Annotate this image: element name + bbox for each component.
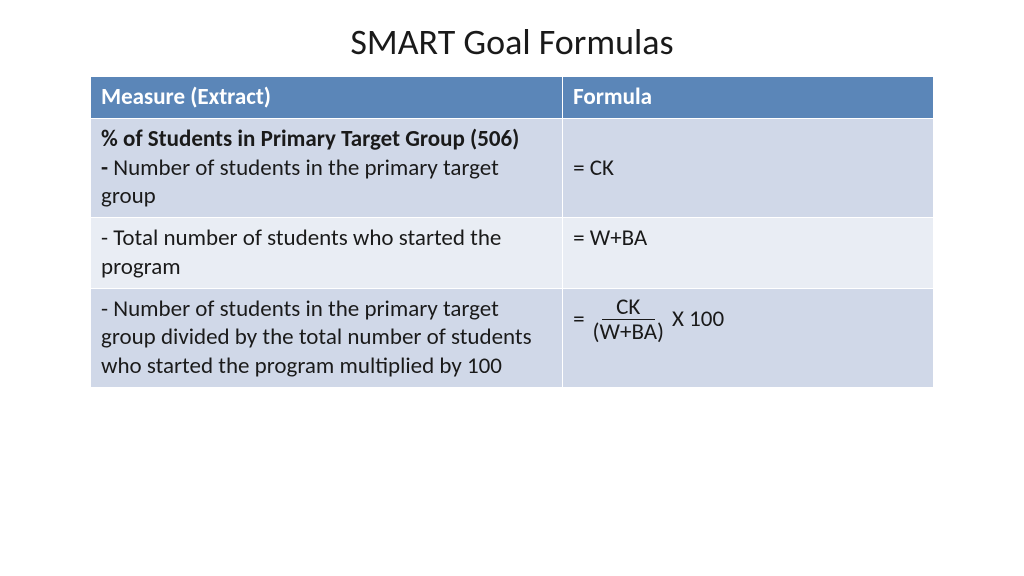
formula-suffix: X 100 [672, 305, 724, 334]
measure-dash: - [101, 154, 113, 182]
fraction-denominator: (W+BA) [591, 320, 666, 344]
formula-cell: = W+BA [563, 218, 934, 289]
table-header-row: Measure (Extract) Formula [91, 77, 934, 119]
measure-text: - Total number of students who started t… [101, 224, 501, 281]
table-row: % of Students in Primary Target Group (5… [91, 118, 934, 217]
table-row: - Number of students in the primary targ… [91, 288, 934, 387]
measure-cell: - Total number of students who started t… [91, 218, 563, 289]
formula-fraction: = CK (W+BA) X 100 [573, 295, 724, 344]
formula-cell: = CK [563, 118, 934, 217]
measure-text: - Number of students in the primary targ… [101, 295, 532, 381]
fraction: CK (W+BA) [591, 295, 666, 344]
page-title: SMART Goal Formulas [90, 20, 934, 64]
col-header-formula: Formula [563, 77, 934, 119]
col-header-measure: Measure (Extract) [91, 77, 563, 119]
table-row: - Total number of students who started t… [91, 218, 934, 289]
formula-eq: = [573, 305, 584, 334]
formula-cell: = CK (W+BA) X 100 [563, 288, 934, 387]
measure-text: Number of students in the primary target… [101, 154, 499, 211]
measure-bold: % of Students in Primary Target Group (5… [101, 125, 519, 153]
fraction-numerator: CK [602, 295, 655, 320]
formula-text: = CK [573, 154, 614, 182]
formula-text: = W+BA [573, 224, 647, 252]
formula-table: Measure (Extract) Formula % of Students … [90, 76, 934, 388]
measure-cell: - Number of students in the primary targ… [91, 288, 563, 387]
slide: SMART Goal Formulas Measure (Extract) Fo… [0, 0, 1024, 576]
measure-cell: % of Students in Primary Target Group (5… [91, 118, 563, 217]
